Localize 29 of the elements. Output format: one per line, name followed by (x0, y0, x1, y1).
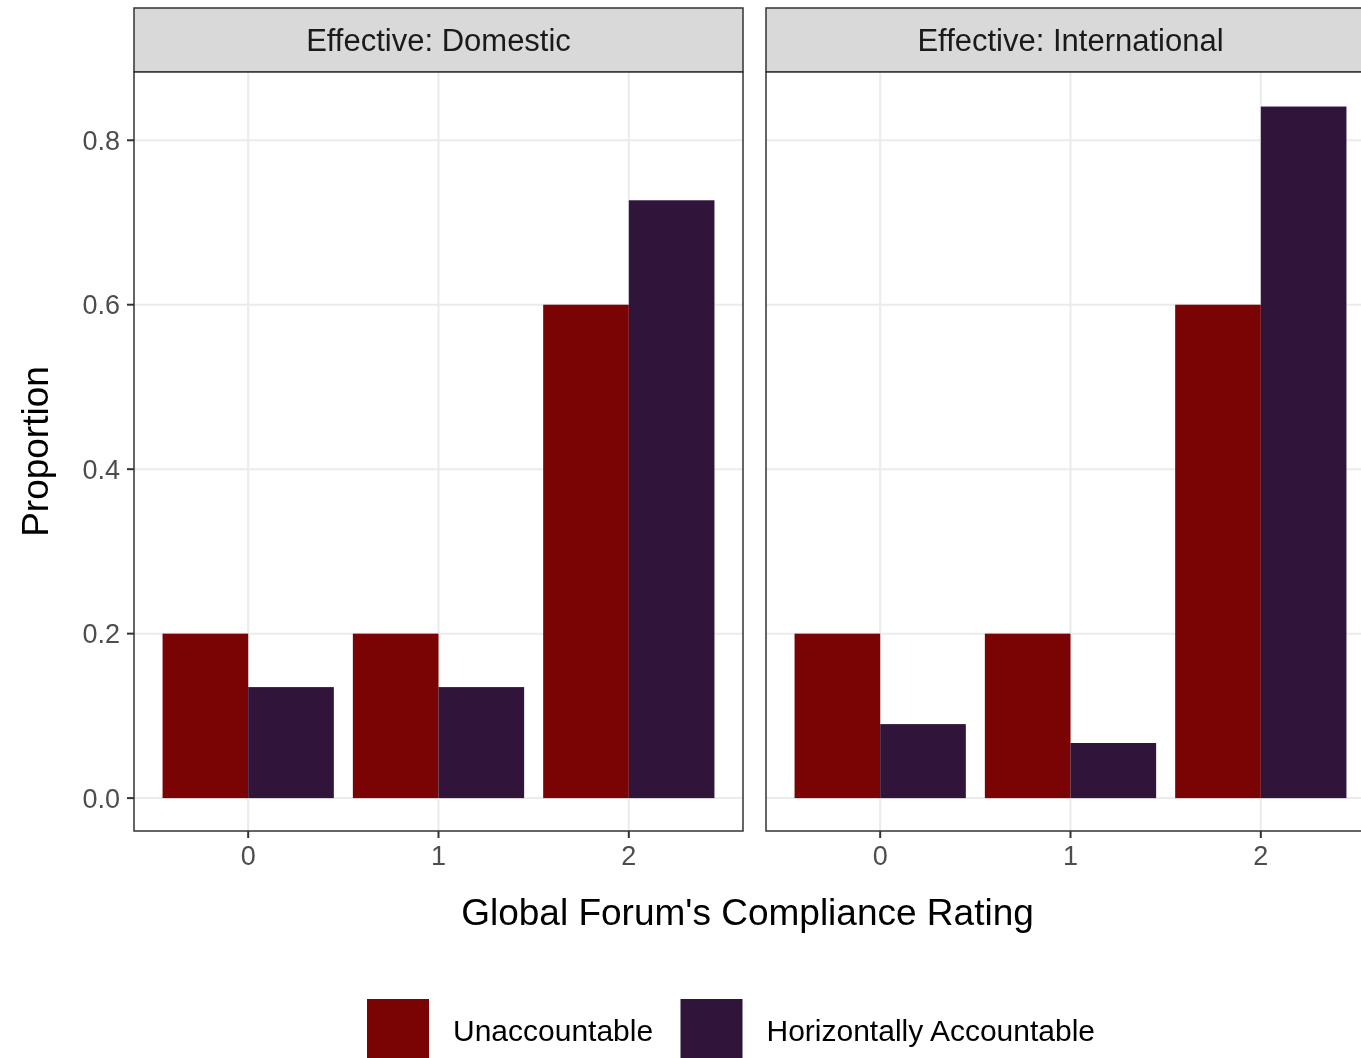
bar (984, 633, 1071, 799)
x-tick-label: 1 (1062, 841, 1079, 871)
bar (543, 304, 629, 799)
bar (794, 633, 881, 799)
legend-label: Unaccountable (453, 1013, 654, 1047)
bar (1175, 304, 1261, 799)
bar (1070, 743, 1157, 799)
x-tick-label: 2 (1253, 841, 1269, 871)
bar (438, 687, 525, 799)
bar (248, 687, 334, 799)
y-tick-label: 0.4 (82, 454, 120, 485)
bar (628, 200, 715, 799)
y-tick-label: 0.0 (82, 783, 120, 814)
bar (880, 724, 966, 799)
x-tick-label: 1 (430, 841, 447, 871)
y-tick-label: 0.2 (82, 619, 120, 650)
y-tick-label: 0.6 (82, 290, 120, 321)
chart-title: Effective: International (917, 22, 1224, 58)
x-axis-title: Global Forum's Compliance Rating (461, 892, 1034, 933)
bar (162, 633, 249, 799)
x-tick-label: 2 (621, 841, 637, 871)
y-axis-title: Proportion (15, 366, 56, 537)
legend-label: Horizontally Accountable (766, 1013, 1096, 1047)
bar (352, 633, 439, 799)
chart-title: Effective: Domestic (306, 22, 571, 58)
x-tick-label: 0 (240, 841, 256, 871)
x-tick-label: 0 (872, 841, 888, 871)
bar (1260, 106, 1347, 799)
y-tick-label: 0.8 (82, 125, 120, 156)
